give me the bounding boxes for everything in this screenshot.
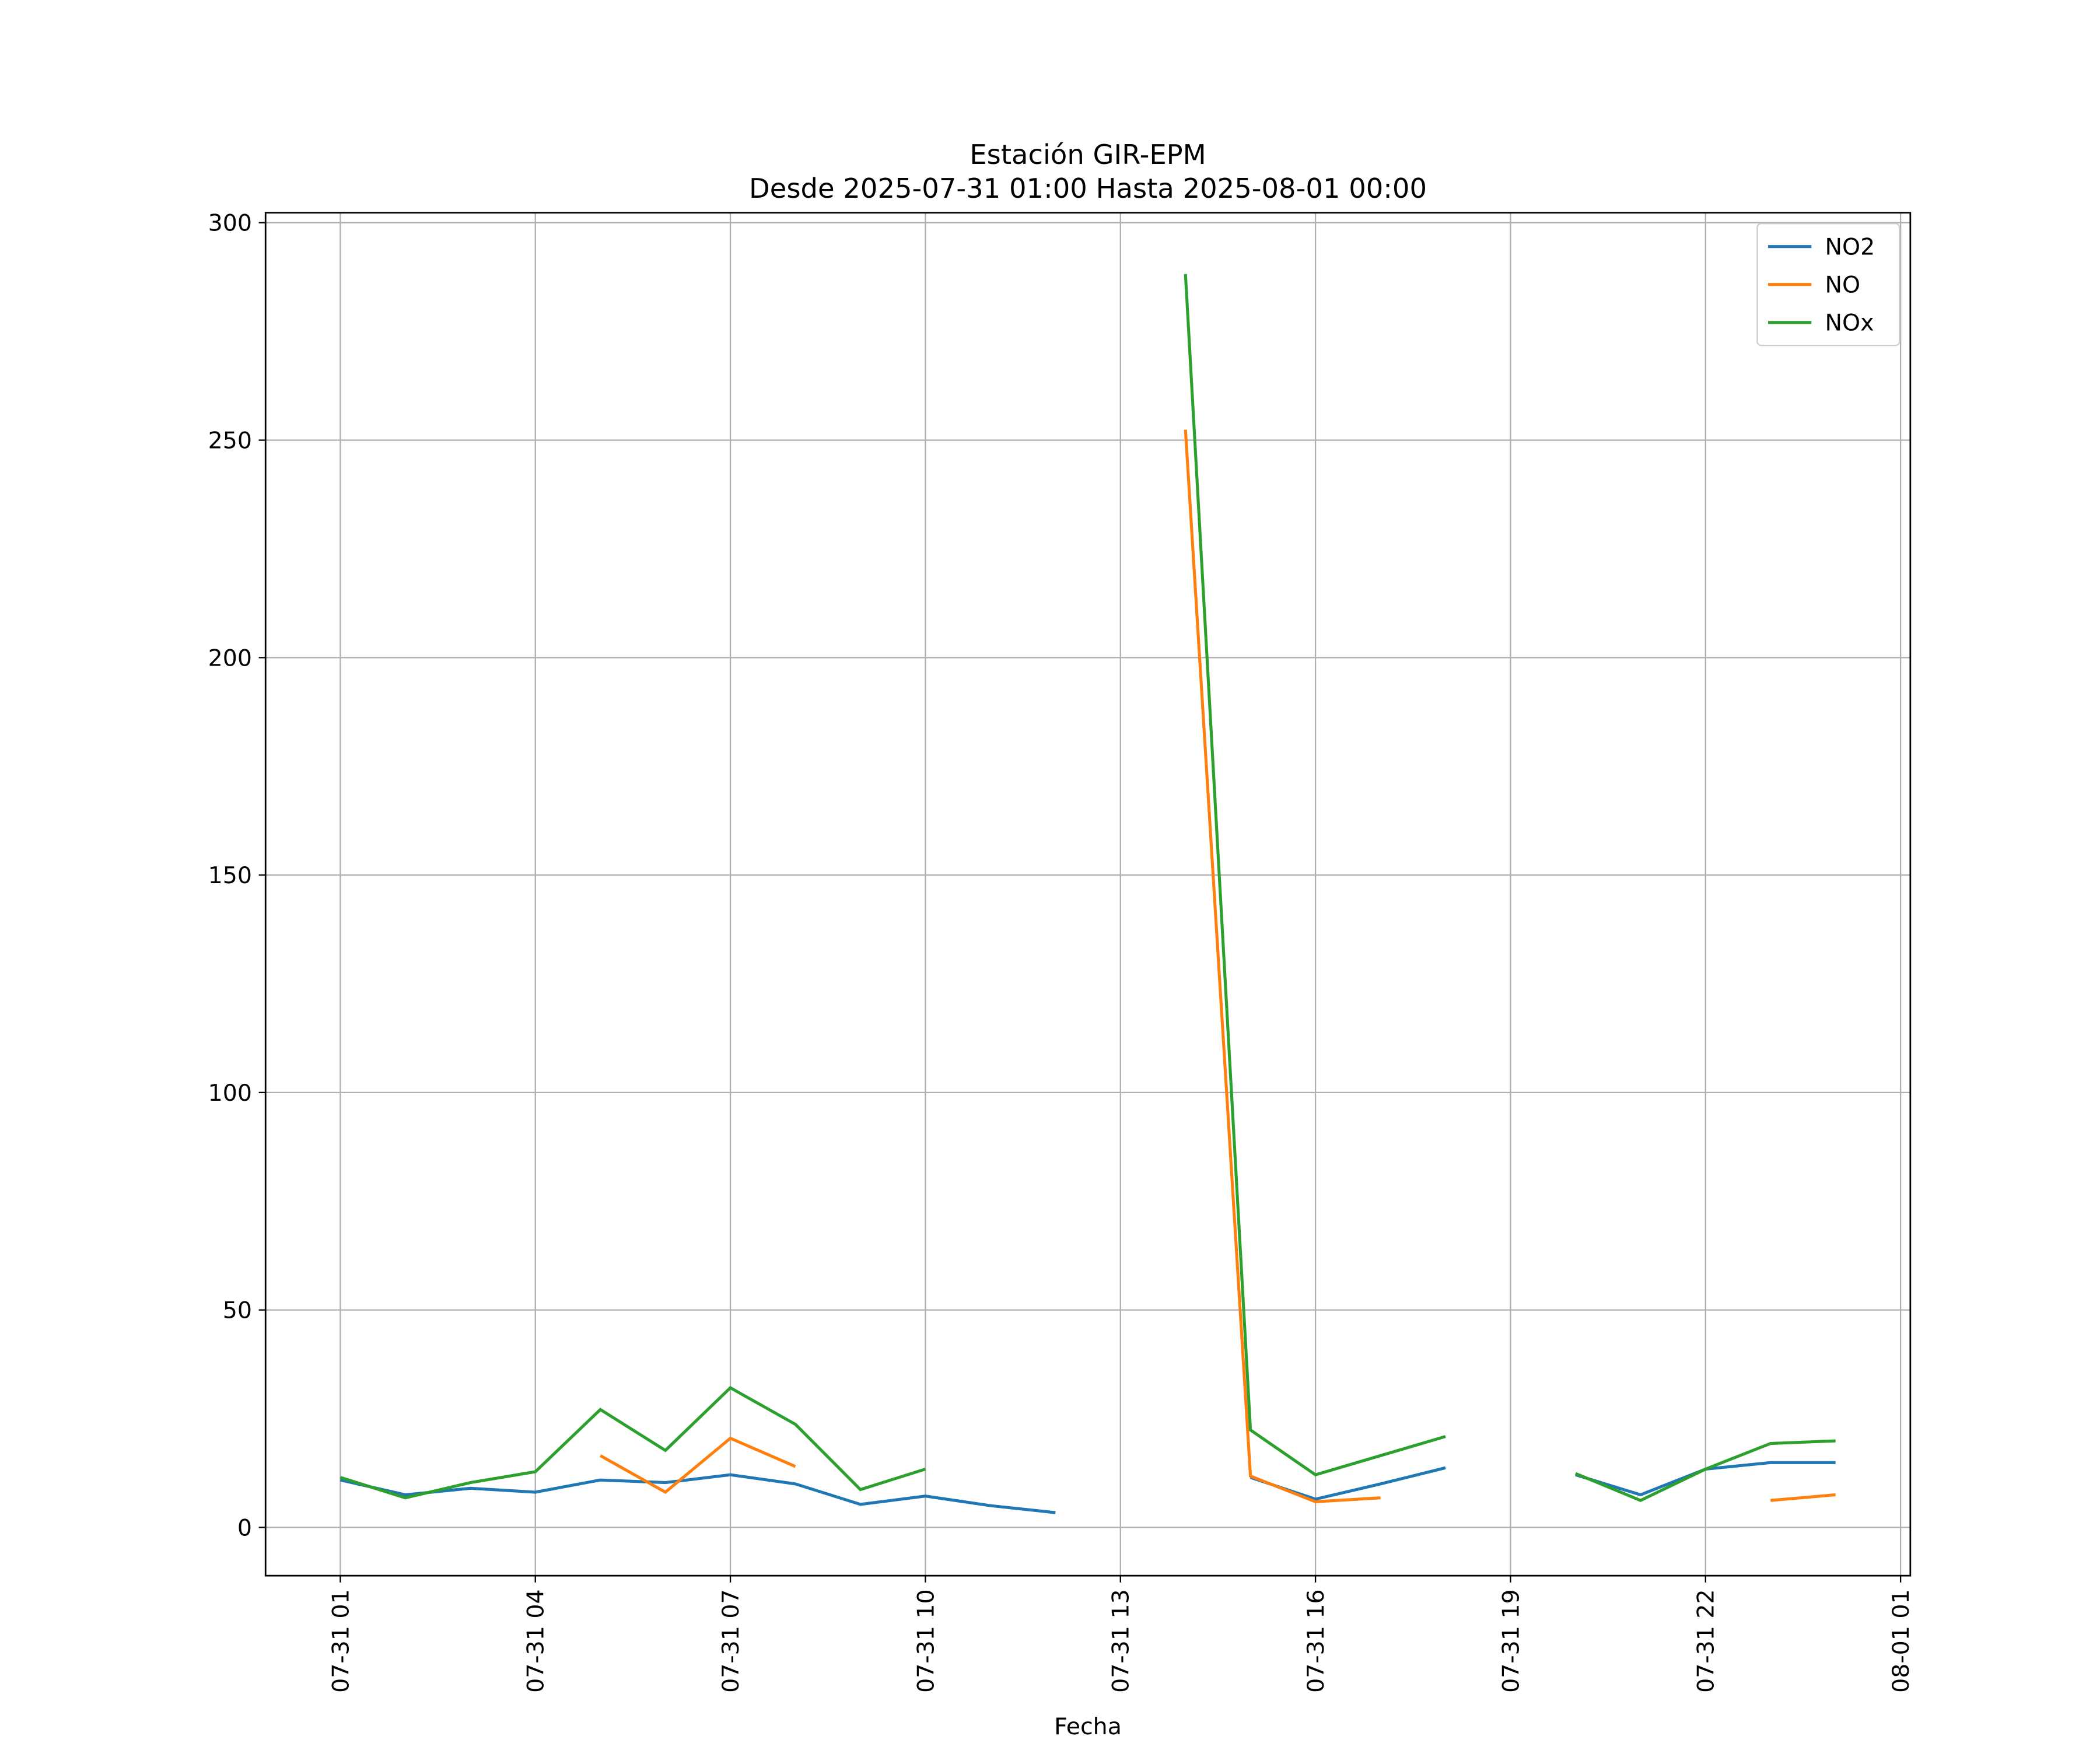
y-tick-label: 100 xyxy=(208,1080,252,1107)
y-tick-label: 300 xyxy=(208,210,252,237)
y-tick-label: 50 xyxy=(223,1297,252,1324)
chart-title: Estación GIR-EPM xyxy=(970,139,1206,170)
y-tick-label: 0 xyxy=(237,1514,252,1541)
data-line xyxy=(340,274,1836,1502)
x-tick-label: 07-31 13 xyxy=(1108,1589,1135,1692)
legend-label: NOx xyxy=(1825,310,1874,337)
plot-frame xyxy=(264,212,1912,1577)
x-tick-label: 07-31 10 xyxy=(912,1589,939,1692)
legend: NO2 NO NOx xyxy=(1756,223,1901,346)
chart-subtitle: Desde 2025-07-31 01:00 Hasta 2025-08-01 … xyxy=(749,173,1427,204)
x-tick-label: 07-31 04 xyxy=(523,1589,550,1692)
y-tick-label: 150 xyxy=(208,862,252,889)
legend-label: NO2 xyxy=(1825,234,1875,261)
y-tick-label: 250 xyxy=(208,427,252,454)
x-tick-label: 07-31 07 xyxy=(718,1589,744,1692)
x-tick-label: 08-01 01 xyxy=(1888,1589,1915,1692)
x-axis-label: Fecha xyxy=(1054,1713,1122,1740)
x-tick-label: 07-31 16 xyxy=(1303,1589,1329,1692)
legend-label: NO xyxy=(1825,272,1861,299)
x-tick-label: 07-31 19 xyxy=(1497,1589,1524,1692)
legend-box xyxy=(1756,223,1901,346)
x-tick-label: 07-31 01 xyxy=(327,1589,354,1692)
y-tick-label: 200 xyxy=(208,645,252,671)
data-line xyxy=(599,429,1836,1503)
x-tick-label: 07-31 22 xyxy=(1693,1589,1720,1692)
